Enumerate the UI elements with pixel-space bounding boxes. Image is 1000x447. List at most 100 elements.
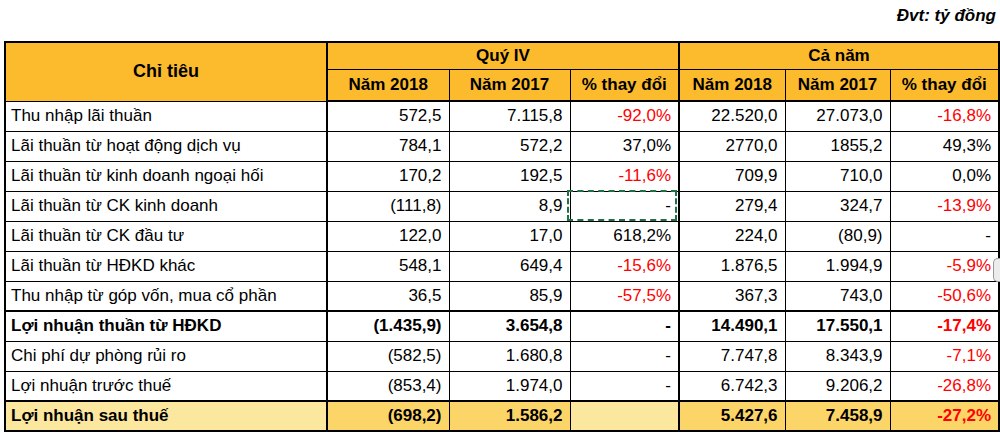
cell-fy-change[interactable]: - — [890, 221, 999, 251]
cell-q4-2017[interactable]: 572,2 — [449, 131, 570, 161]
cell-fy-2017[interactable]: 1855,2 — [785, 131, 890, 161]
cell-q4-2018[interactable]: 122,0 — [327, 221, 449, 251]
cell-q4-2018[interactable]: 36,5 — [327, 281, 449, 311]
row-label[interactable]: Lãi thuần từ CK kinh doanh — [5, 191, 327, 221]
row-label[interactable]: Lợi nhuận sau thuế — [5, 401, 327, 431]
cell-q4-2018[interactable]: 572,5 — [327, 101, 449, 131]
cell-q4-2018[interactable]: (853,4) — [327, 371, 449, 401]
cell-q4-change[interactable]: 618,2% — [570, 221, 679, 251]
table-row: Chi phí dự phòng rủi ro (582,5) 1.680,8 … — [5, 341, 999, 371]
cell-fy-change[interactable]: -50,6% — [890, 281, 999, 311]
row-label[interactable]: Thu nhập lãi thuần — [5, 101, 327, 131]
cell-fy-2017[interactable]: 8.343,9 — [785, 341, 890, 371]
column-header-q4-2018[interactable]: Năm 2018 — [327, 69, 449, 101]
cell-fy-2017[interactable]: (80,9) — [785, 221, 890, 251]
cell-q4-2018[interactable]: (111,8) — [327, 191, 449, 221]
cell-fy-2017[interactable]: 27.073,0 — [785, 101, 890, 131]
cell-fy-change[interactable]: -27,2% — [890, 401, 999, 431]
cell-q4-2017[interactable]: 192,5 — [449, 161, 570, 191]
row-label[interactable]: Lãi thuần từ CK đầu tư — [5, 221, 327, 251]
cell-fy-2018[interactable]: 22.520,0 — [679, 101, 785, 131]
row-label[interactable]: Lãi thuần từ HĐKD khác — [5, 251, 327, 281]
table-group-header-row: Chỉ tiêu Quý IV Cả năm — [5, 42, 999, 69]
cell-q4-change[interactable]: - — [570, 341, 679, 371]
cell-q4-2017[interactable]: 85,9 — [449, 281, 570, 311]
cell-q4-change[interactable]: - — [570, 371, 679, 401]
cell-q4-change[interactable]: 37,0% — [570, 131, 679, 161]
row-label[interactable]: Lợi nhuận thuần từ HĐKD — [5, 311, 327, 341]
cell-fy-change[interactable]: -16,8% — [890, 101, 999, 131]
cell-fy-2017[interactable]: 17.550,1 — [785, 311, 890, 341]
cell-q4-2017[interactable]: 3.654,8 — [449, 311, 570, 341]
cell-fy-change[interactable]: -17,4% — [890, 311, 999, 341]
row-label[interactable]: Thu nhập từ góp vốn, mua cổ phần — [5, 281, 327, 311]
cell-q4-2017[interactable]: 1.586,2 — [449, 401, 570, 431]
table-row: Lãi thuần từ CK kinh doanh (111,8) 8,9 -… — [5, 191, 999, 221]
cell-q4-2018[interactable]: 170,2 — [327, 161, 449, 191]
cell-fy-2017[interactable]: 9.206,2 — [785, 371, 890, 401]
cell-fy-2018[interactable]: 709,9 — [679, 161, 785, 191]
group-header-quy-iv[interactable]: Quý IV — [327, 42, 679, 69]
table-row: Thu nhập từ góp vốn, mua cổ phần 36,5 85… — [5, 281, 999, 311]
cell-fy-change[interactable]: -5,9% — [890, 251, 999, 281]
cell-fy-2018[interactable]: 1.876,5 — [679, 251, 785, 281]
table-row: Lợi nhuận trước thuế (853,4) 1.974,0 - 6… — [5, 371, 999, 401]
cell-fy-2018[interactable]: 224,0 — [679, 221, 785, 251]
cell-q4-2017[interactable]: 8,9 — [449, 191, 570, 221]
cell-fy-2017[interactable]: 710,0 — [785, 161, 890, 191]
column-header-fy-2017[interactable]: Năm 2017 — [785, 69, 890, 101]
cell-fy-change[interactable]: 49,3% — [890, 131, 999, 161]
cell-fy-2018[interactable]: 6.742,3 — [679, 371, 785, 401]
table-row: Lãi thuần từ CK đầu tư 122,0 17,0 618,2%… — [5, 221, 999, 251]
row-label[interactable]: Chi phí dự phòng rủi ro — [5, 341, 327, 371]
cell-q4-change[interactable]: -11,6% — [570, 161, 679, 191]
column-header-chi-tieu[interactable]: Chỉ tiêu — [5, 42, 327, 101]
cell-q4-change[interactable]: - — [570, 311, 679, 341]
table-row: Lãi thuần từ kinh doanh ngoại hối 170,2 … — [5, 161, 999, 191]
cell-q4-2017[interactable]: 17,0 — [449, 221, 570, 251]
cell-fy-change[interactable]: -26,8% — [890, 371, 999, 401]
cell-fy-change[interactable]: -7,1% — [890, 341, 999, 371]
cell-q4-change[interactable]: -15,6% — [570, 251, 679, 281]
cell-q4-2018[interactable]: (1.435,9) — [327, 311, 449, 341]
column-header-fy-change[interactable]: % thay đổi — [890, 69, 999, 101]
row-label[interactable]: Lãi thuần từ hoạt động dịch vụ — [5, 131, 327, 161]
group-header-ca-nam[interactable]: Cả năm — [679, 42, 999, 69]
table-row: Thu nhập lãi thuần 572,5 7.115,8 -92,0% … — [5, 101, 999, 131]
cell-q4-2018[interactable]: 784,1 — [327, 131, 449, 161]
column-header-q4-change[interactable]: % thay đổi — [570, 69, 679, 101]
cell-q4-change[interactable]: -92,0% — [570, 101, 679, 131]
cell-fy-2018[interactable]: 14.490,1 — [679, 311, 785, 341]
cell-q4-change[interactable] — [570, 401, 679, 431]
cell-q4-2018[interactable]: (582,5) — [327, 341, 449, 371]
cell-q4-2017[interactable]: 1.680,8 — [449, 341, 570, 371]
spreadsheet-view: Đvt: tỷ đồng Chỉ tiêu Quý IV Cả năm Năm … — [0, 0, 1000, 447]
cell-fy-2017[interactable]: 7.458,9 — [785, 401, 890, 431]
cell-q4-2017[interactable]: 649,4 — [449, 251, 570, 281]
row-label[interactable]: Lãi thuần từ kinh doanh ngoại hối — [5, 161, 327, 191]
financial-table: Chỉ tiêu Quý IV Cả năm Năm 2018 Năm 2017… — [4, 41, 1000, 432]
cell-fy-2017[interactable]: 743,0 — [785, 281, 890, 311]
unit-label: Đvt: tỷ đồng — [897, 6, 996, 26]
cell-fy-2017[interactable]: 324,7 — [785, 191, 890, 221]
cell-q4-2018[interactable]: (698,2) — [327, 401, 449, 431]
cell-q4-2017[interactable]: 7.115,8 — [449, 101, 570, 131]
cell-fy-2018[interactable]: 279,4 — [679, 191, 785, 221]
cell-q4-change-selected[interactable]: - — [570, 191, 679, 221]
cell-fy-2018[interactable]: 7.747,8 — [679, 341, 785, 371]
cell-fy-2018[interactable]: 5.427,6 — [679, 401, 785, 431]
cell-fy-2017[interactable]: 1.994,9 — [785, 251, 890, 281]
table-row-total: Lợi nhuận sau thuế (698,2) 1.586,2 5.427… — [5, 401, 999, 431]
row-label[interactable]: Lợi nhuận trước thuế — [5, 371, 327, 401]
cell-q4-2017[interactable]: 1.974,0 — [449, 371, 570, 401]
column-header-q4-2017[interactable]: Năm 2017 — [449, 69, 570, 101]
cell-fy-2018[interactable]: 367,3 — [679, 281, 785, 311]
cell-q4-change[interactable]: -57,5% — [570, 281, 679, 311]
cell-fy-change[interactable]: -13,9% — [890, 191, 999, 221]
cell-fy-change[interactable]: 0,0% — [890, 161, 999, 191]
cell-q4-2018[interactable]: 548,1 — [327, 251, 449, 281]
scrollbar-thumb[interactable] — [993, 258, 1000, 282]
column-header-fy-2018[interactable]: Năm 2018 — [679, 69, 785, 101]
table-row-subtotal: Lợi nhuận thuần từ HĐKD (1.435,9) 3.654,… — [5, 311, 999, 341]
cell-fy-2018[interactable]: 2770,0 — [679, 131, 785, 161]
